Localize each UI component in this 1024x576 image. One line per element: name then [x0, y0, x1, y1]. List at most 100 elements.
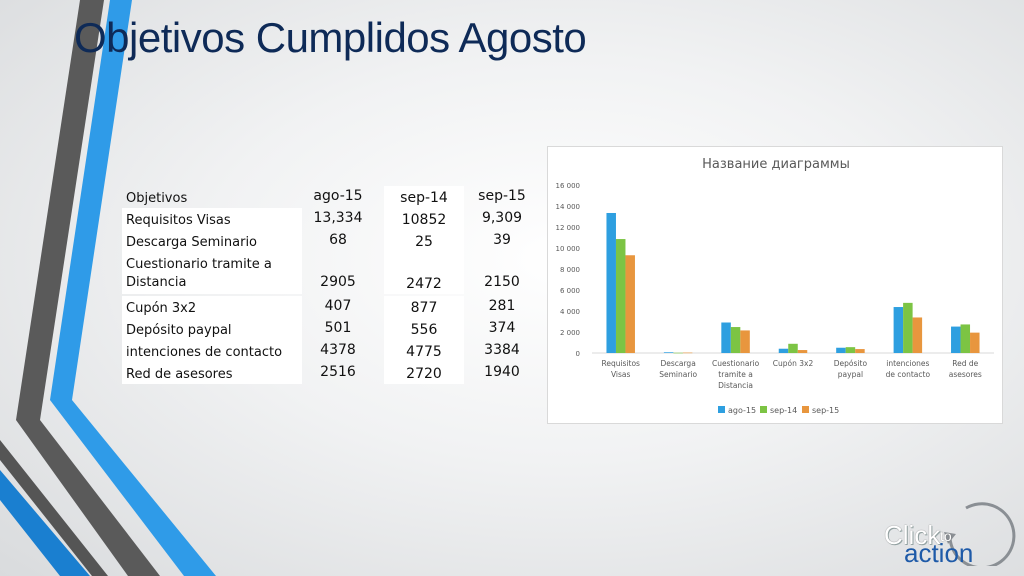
table-row: Red de asesores 2516 2720 1940 [122, 362, 532, 384]
cell-sep-14: 10852 [384, 208, 464, 230]
table-row: Requisitos Visas 13,334 10852 9,309 [122, 208, 532, 230]
cell-sep-14: 556 [384, 318, 464, 340]
row-label: Cupón 3x2 [122, 296, 302, 318]
x-tick-label: Seminario [659, 370, 697, 379]
bar-sep-15 [682, 352, 693, 354]
table-row: Depósito paypal 501 556 374 [122, 318, 532, 340]
bar-sep-14 [960, 324, 971, 353]
cell-sep-14: 25 [384, 230, 464, 252]
y-tick-label: 16 000 [556, 182, 581, 190]
bar-ago-15 [893, 307, 904, 353]
cell-ago-15: 407 [324, 298, 352, 314]
bar-sep-15 [855, 349, 865, 353]
bar-sep-15 [740, 330, 750, 353]
cell-ago-15: 2905 [320, 274, 356, 290]
cell-sep-15: 3384 [484, 342, 520, 358]
bar-ago-15 [778, 348, 789, 353]
cell-sep-15: 2150 [484, 274, 520, 290]
bar-ago-15 [836, 347, 846, 353]
row-label: Cuestionario tramite a Distancia [122, 252, 302, 294]
cell-sep-15: 1940 [484, 364, 520, 380]
x-tick-label: Requisitos [601, 359, 640, 368]
cell-sep-14: 4775 [384, 340, 464, 362]
table-row: Cupón 3x2 407 877 281 [122, 296, 532, 318]
legend-swatch-sep-14 [760, 406, 767, 413]
legend-swatch-ago-15 [718, 406, 725, 413]
row-label: Red de asesores [122, 362, 302, 384]
cell-sep-15: 281 [488, 298, 516, 314]
y-tick-label: 10 000 [556, 245, 581, 253]
header-sep-15: sep-15 [478, 188, 526, 204]
x-tick-label: paypal [838, 370, 863, 379]
cell-ago-15: 4378 [320, 342, 356, 358]
chart-svg: Название диаграммы 0 2 000 4 000 6 000 8 000 1… [556, 157, 994, 415]
table-header-row: Objetivos ago-15 sep-14 sep-15 [122, 186, 532, 208]
x-tick-label: Visas [611, 370, 631, 379]
cell-ago-15: 13,334 [313, 210, 363, 226]
bar-ago-15 [606, 212, 616, 353]
cell-sep-15: 374 [488, 320, 516, 336]
bar-sep-14 [730, 327, 741, 353]
bar-sep-15 [797, 350, 808, 353]
y-tick-label: 4 000 [560, 308, 580, 316]
slide-title: Objetivos Cumplidos Agosto [74, 14, 587, 61]
cell-sep-14: 2720 [384, 362, 464, 384]
legend-label: sep-14 [770, 406, 797, 415]
x-tick-label: de contacto [886, 370, 931, 379]
x-tick-label: Depósito [834, 359, 868, 368]
bar-sep-15 [912, 317, 923, 353]
click-to-action-logo: Click to action [880, 494, 1016, 568]
table-row: Cuestionario tramite a Distancia 2905 24… [122, 252, 532, 294]
row-label: Descarga Seminario [122, 230, 302, 252]
y-tick-label: 8 000 [560, 266, 580, 274]
legend-label: ago-15 [728, 406, 756, 415]
bar-chart[interactable]: Название диаграммы 0 2 000 4 000 6 000 8 000 1… [547, 146, 1003, 424]
x-tick-label: tramite a [718, 370, 753, 379]
bar-sep-14 [788, 343, 798, 353]
header-ago-15: ago-15 [313, 188, 363, 204]
legend-swatch-sep-15 [802, 406, 809, 413]
y-tick-label: 6 000 [560, 287, 580, 295]
bar-ago-15 [663, 352, 674, 353]
cell-sep-15: 39 [493, 232, 511, 248]
bar-sep-15 [625, 255, 635, 353]
bar-sep-14 [903, 302, 913, 353]
logo-to-text: to [940, 528, 952, 544]
table-row: Descarga Seminario 68 25 39 [122, 230, 532, 252]
y-tick-label: 0 [576, 350, 580, 358]
x-tick-label: Red de [952, 359, 978, 368]
bar-ago-15 [721, 322, 731, 353]
bar-ago-15 [951, 326, 961, 353]
x-tick-label: Cuestionario [712, 359, 760, 368]
chart-title: Название диаграммы [702, 157, 850, 172]
x-tick-label: asesores [949, 370, 982, 379]
x-tick-label: Distancia [718, 381, 753, 390]
row-label: intenciones de contacto [122, 340, 302, 362]
cell-sep-14: 877 [384, 296, 464, 318]
row-label: Requisitos Visas [122, 208, 302, 230]
bar-sep-15 [970, 332, 980, 353]
x-tick-label: Descarga [660, 359, 695, 368]
bar-sep-14 [845, 347, 856, 353]
cell-ago-15: 2516 [320, 364, 356, 380]
y-tick-label: 2 000 [560, 329, 580, 337]
logo-click-text: Click [884, 520, 941, 550]
table-row: intenciones de contacto 4378 4775 3384 [122, 340, 532, 362]
cell-ago-15: 501 [324, 320, 352, 336]
legend-label: sep-15 [812, 406, 839, 415]
cell-sep-14: 2472 [384, 252, 464, 294]
y-tick-label: 12 000 [556, 224, 581, 232]
y-tick-label: 14 000 [556, 203, 581, 211]
x-tick-label: Cupón 3x2 [773, 359, 814, 368]
cell-sep-15: 9,309 [481, 210, 523, 226]
bar-sep-14 [673, 352, 683, 354]
x-tick-label: intenciones [886, 359, 929, 368]
row-label: Depósito paypal [122, 318, 302, 340]
logo-action-text: action [904, 538, 974, 568]
bar-sep-14 [615, 239, 626, 353]
header-sep-14: sep-14 [384, 186, 464, 208]
cell-ago-15: 68 [329, 232, 347, 248]
logo-circle-arrow-icon [944, 502, 1016, 566]
header-objetivos: Objetivos [126, 191, 188, 206]
